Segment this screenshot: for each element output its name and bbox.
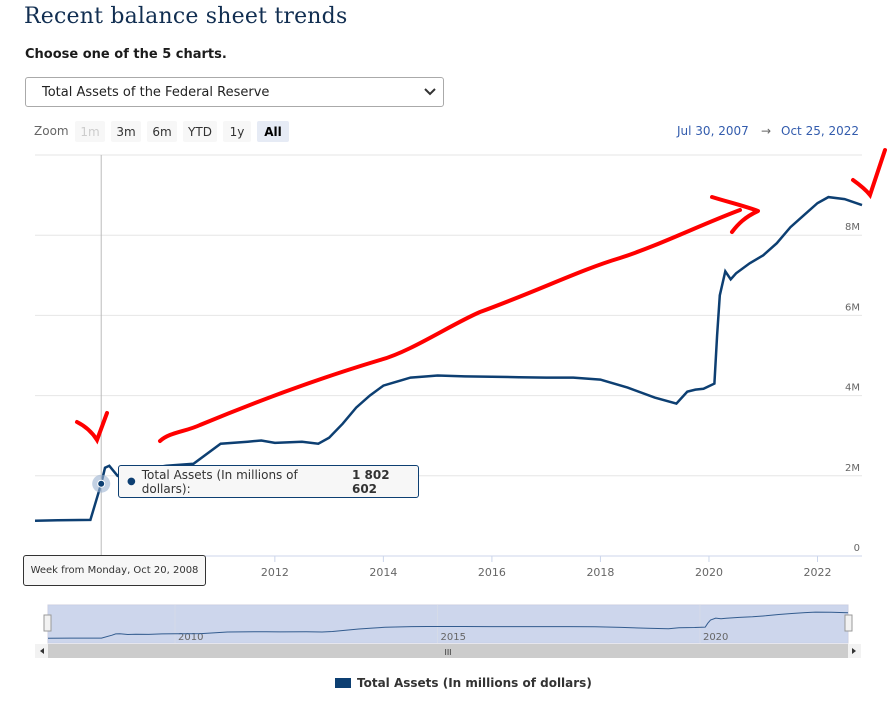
x-tick-label: 2016	[478, 566, 506, 579]
tooltip-series-name: Total Assets (In millions of dollars):	[141, 467, 298, 496]
range-arrow: →	[761, 124, 772, 138]
range-to-input[interactable]: Oct 25, 2022	[781, 124, 859, 138]
legend-swatch	[335, 678, 351, 688]
page-title: Recent balance sheet trends	[24, 4, 348, 29]
tooltip-date-label: Week from Monday, Oct 20, 2008	[23, 555, 206, 586]
zoom-label: Zoom	[34, 124, 69, 138]
x-tick-label: 2014	[369, 566, 397, 579]
range-from-input[interactable]: Jul 30, 2007	[677, 124, 749, 138]
x-tick-label: 2012	[261, 566, 289, 579]
navigator-handle-left[interactable]	[43, 614, 52, 632]
scrollbar-grip-label: III	[444, 648, 451, 657]
scroll-right-icon[interactable]	[852, 648, 856, 654]
navigator-handle-right[interactable]	[844, 614, 853, 632]
x-tick-label: 2020	[695, 566, 723, 579]
tooltip-value: 1 802 602	[351, 467, 390, 496]
chevron-down-icon	[424, 88, 436, 96]
zoom-3m-button[interactable]: 3m	[111, 121, 141, 142]
y-tick-label: 2M	[845, 463, 860, 474]
y-tick-label: 4M	[845, 383, 860, 394]
legend-item-total-assets[interactable]: Total Assets (In millions of dollars)	[335, 676, 592, 690]
x-tick-label: 2018	[586, 566, 614, 579]
scroll-left-icon[interactable]	[40, 648, 44, 654]
navigator-tick-label: 2020	[703, 632, 728, 643]
x-tick-label: 2022	[804, 566, 832, 579]
zoom-ytd-button[interactable]: YTD	[183, 121, 217, 142]
y-tick-label: 8M	[845, 222, 860, 233]
chart-select[interactable]: Total Assets of the Federal Reserve	[25, 77, 444, 107]
zoom-1m-button[interactable]: 1m	[75, 121, 105, 142]
annotation-check-right	[851, 148, 887, 200]
chart-select-value: Total Assets of the Federal Reserve	[42, 85, 270, 100]
tooltip-series-dot-icon: ●	[127, 476, 136, 487]
navigator-tick-label: 2015	[441, 632, 466, 643]
scrollbar-thumb[interactable]	[48, 644, 848, 658]
tooltip-value-box: ● Total Assets (In millions of dollars):…	[118, 465, 419, 498]
navigator[interactable]: 2010 2015 2020 III	[35, 604, 861, 658]
hover-point	[97, 479, 106, 488]
legend-label: Total Assets (In millions of dollars)	[357, 676, 592, 690]
navigator-tick-label: 2010	[178, 632, 203, 643]
y-tick-label: 0	[854, 543, 860, 554]
navigator-selection[interactable]	[48, 605, 848, 643]
zoom-6m-button[interactable]: 6m	[147, 121, 177, 142]
zoom-all-button[interactable]: All	[257, 121, 289, 142]
annotation-trend-arrow	[158, 195, 760, 443]
navigator-series-line	[47, 611, 849, 639]
annotation-check-left	[75, 411, 109, 445]
chart-chooser-prompt: Choose one of the 5 charts.	[25, 47, 227, 62]
y-tick-label: 6M	[845, 302, 860, 313]
zoom-1y-button[interactable]: 1y	[223, 121, 251, 142]
